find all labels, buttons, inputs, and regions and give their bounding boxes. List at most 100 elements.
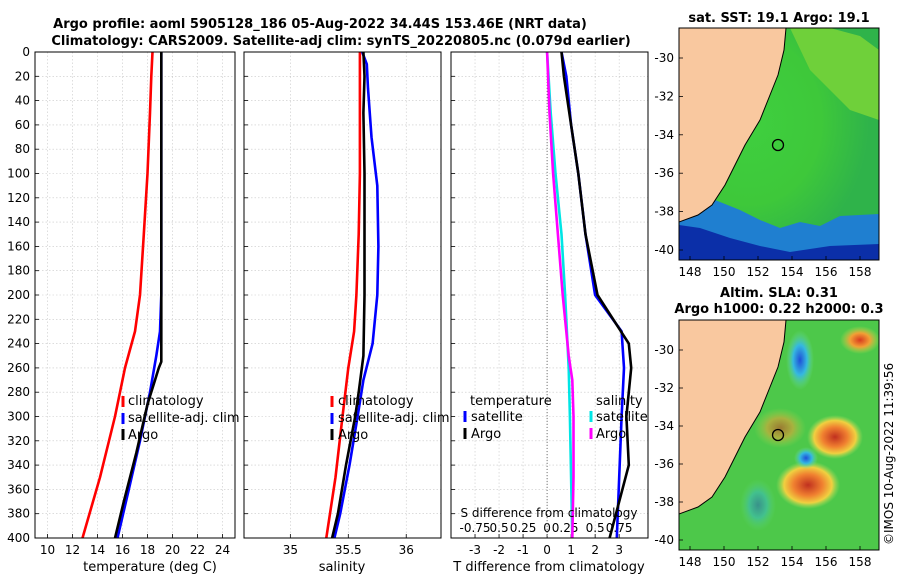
y-tick-label: 380 xyxy=(7,507,30,521)
difference-legend: temperature satellite Argo salinity sate… xyxy=(463,394,648,442)
y-tick-label: 20 xyxy=(15,69,30,83)
y-tick-label: 180 xyxy=(7,264,30,278)
series-line-argo xyxy=(330,52,366,538)
y-tick-label: 160 xyxy=(7,239,30,253)
x-top-tick-label: 0.5 xyxy=(586,521,605,535)
y-tick-label: 320 xyxy=(7,434,30,448)
map-lat-label: -38 xyxy=(654,495,674,509)
y-tick-label: 300 xyxy=(7,410,30,424)
x-top-tick-label: 0.25 xyxy=(510,521,537,535)
sst-land xyxy=(679,28,787,223)
map-lat-label: -32 xyxy=(654,381,674,395)
panel-frame xyxy=(243,51,442,539)
map-lon-label: 152 xyxy=(747,555,770,569)
x-top-tick-label: 0 xyxy=(543,521,551,535)
figure-title-line-2: Climatology: CARS2009. Satellite-adj cli… xyxy=(51,34,630,49)
series-group xyxy=(81,52,163,538)
map-lon-label: 148 xyxy=(679,555,702,569)
map-lat-label: -34 xyxy=(654,419,674,433)
sla-land xyxy=(679,320,787,515)
x-tick-label: 20 xyxy=(165,543,180,557)
map-lat-label: -38 xyxy=(654,205,674,219)
map-lat-label: -30 xyxy=(654,51,674,65)
x-tick-label: 35 xyxy=(283,543,298,557)
legend-label-argo-t: Argo xyxy=(471,427,501,442)
x-tick-label: -2 xyxy=(493,543,505,557)
series-line-satellite-s-diff xyxy=(545,52,574,538)
y-tick-label: 140 xyxy=(7,215,30,229)
temperature-panel: 0 20 40 60 80 100 120 140 160 180 200 220 240 260 280 3… xyxy=(7,45,236,557)
x-tick-label: 24 xyxy=(215,543,230,557)
sla-anticyclonic-eddy-south xyxy=(776,461,840,509)
x-tick-label: 3 xyxy=(615,543,623,557)
x-tick-label: 0 xyxy=(543,543,551,557)
salinity-legend: climatology satellite-adj. clim Argo xyxy=(330,394,450,443)
sla-argo-location-marker xyxy=(771,428,785,442)
map-lat-label: -36 xyxy=(654,457,674,471)
panel-frame xyxy=(450,51,649,539)
map-lon-label: 158 xyxy=(849,555,872,569)
sst-map xyxy=(679,28,879,260)
y-tick-label: 40 xyxy=(15,94,30,108)
map-lon-label: 148 xyxy=(679,265,702,279)
panel-frame xyxy=(34,51,236,539)
x-tick-label: 18 xyxy=(140,543,155,557)
salinity-panel: 35 35.5 36 xyxy=(243,51,442,557)
series-group xyxy=(545,52,633,538)
imos-timestamp: ©IMOS 10-Aug-2022 11:39:56 xyxy=(882,363,896,545)
legend-label-satellite-s: satellite xyxy=(596,410,648,425)
map-lon-label: 156 xyxy=(815,555,838,569)
sla-cool-patch xyxy=(740,479,776,531)
x-tick-label: 16 xyxy=(115,543,130,557)
legend-label-satellite-t: satellite xyxy=(471,410,523,425)
sla-warm-ring xyxy=(754,408,806,448)
map-lon-label: 154 xyxy=(781,555,804,569)
y-tick-label: 0 xyxy=(22,45,30,59)
x-tick-label: 10 xyxy=(40,543,55,557)
sst-map-ticks: -30 -32 -34 -36 -38 -40 148 150 152 154 156 158 xyxy=(654,51,871,279)
sla-map-frame xyxy=(678,319,880,551)
x-tick-label: 22 xyxy=(190,543,205,557)
difference-x-label-top: S difference from climatology xyxy=(461,506,638,520)
series-line-argo xyxy=(113,52,163,538)
sst-cold-water xyxy=(679,225,879,260)
map-lon-label: 154 xyxy=(781,265,804,279)
x-top-tick-label: 0.5 xyxy=(490,521,509,535)
sst-argo-location-marker xyxy=(771,138,785,152)
x-top-tick-label: -0.75 xyxy=(459,521,490,535)
map-lon-label: 150 xyxy=(713,265,736,279)
temperature-legend: climatology satellite-adj. clim Argo xyxy=(121,394,240,443)
sla-map-title-line-1: Altim. SLA: 0.31 xyxy=(720,286,838,301)
series-line-satellite-adj-clim xyxy=(333,52,380,538)
temperature-x-label: temperature (deg C) xyxy=(83,560,217,575)
x-tick-label: 2 xyxy=(591,543,599,557)
map-lat-label: -40 xyxy=(654,533,674,547)
sla-map-title-line-2: Argo h1000: 0.22 h2000: 0.3 xyxy=(674,302,883,317)
series-group xyxy=(324,52,380,538)
y-tick-label: 80 xyxy=(15,142,30,156)
x-tick-label: 1 xyxy=(567,543,575,557)
y-tick-label: 260 xyxy=(7,361,30,375)
legend-label-climatology: climatology xyxy=(128,394,204,409)
legend-label-argo: Argo xyxy=(338,428,368,443)
legend-label-argo-s: Argo xyxy=(596,427,626,442)
sla-anticyclonic-eddy-east xyxy=(807,415,863,459)
legend-label-satellite: satellite-adj. clim xyxy=(128,411,240,426)
y-tick-label: 360 xyxy=(7,482,30,496)
series-line-climatology xyxy=(81,52,154,538)
y-tick-label: 60 xyxy=(15,118,30,132)
y-tick-label: 200 xyxy=(7,288,30,302)
map-lat-label: -30 xyxy=(654,343,674,357)
sla-cyclonic-eddy-center xyxy=(794,447,818,469)
salinity-x-label: salinity xyxy=(319,560,366,575)
legend-title-salinity: salinity xyxy=(596,394,643,409)
x-tick-label: 14 xyxy=(90,543,105,557)
y-tick-label: 340 xyxy=(7,458,30,472)
map-lat-label: -32 xyxy=(654,89,674,103)
legend-label-argo: Argo xyxy=(128,428,158,443)
map-lat-label: -36 xyxy=(654,166,674,180)
x-top-tick-label: 0.25 xyxy=(552,521,579,535)
legend-title-temperature: temperature xyxy=(470,394,552,409)
